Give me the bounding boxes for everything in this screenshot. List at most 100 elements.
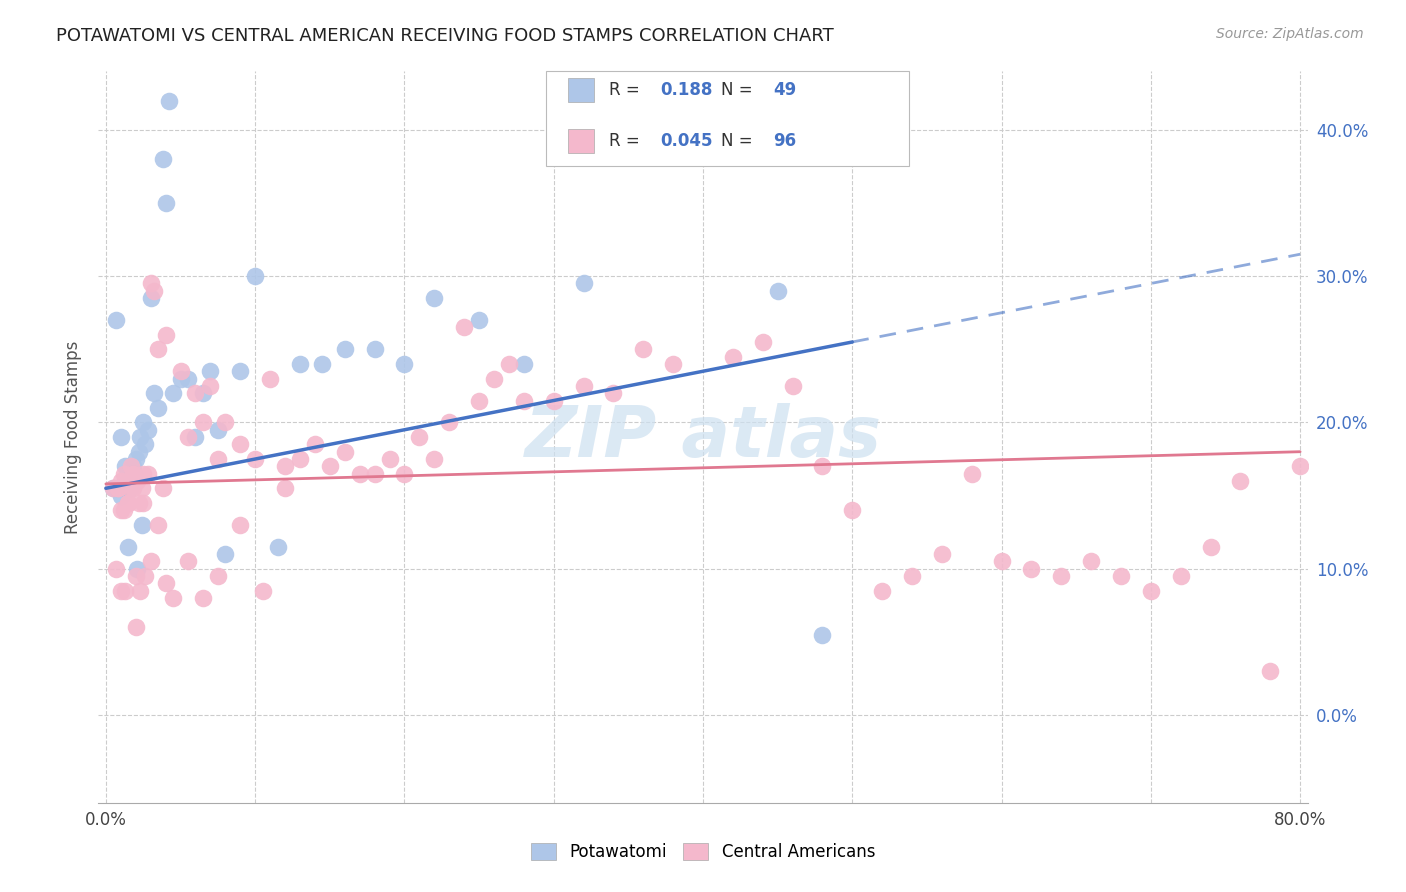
Point [134,437,156,451]
Point [408,430,430,444]
Text: N =: N = [721,81,758,99]
Point [117,496,139,510]
Point [191,416,214,430]
Point [394,467,416,481]
Point [142,284,165,298]
Point [110,474,132,488]
Point [274,481,297,495]
Point [274,459,297,474]
Point [184,386,207,401]
Point [229,437,252,451]
Point [152,152,174,166]
Point [200,364,222,378]
Point [117,474,139,488]
Point [200,379,222,393]
Point [114,459,136,474]
Point [155,576,177,591]
Point [134,569,156,583]
Point [184,430,207,444]
Point [1170,569,1192,583]
Point [468,313,491,327]
Point [128,444,150,458]
Point [1229,474,1251,488]
Point [207,423,229,437]
Legend: Potawatomi, Central Americans: Potawatomi, Central Americans [524,836,882,868]
Point [572,379,595,393]
Point [110,489,132,503]
Point [207,569,229,583]
Point [692,101,714,115]
Point [132,467,155,481]
Point [117,496,139,510]
Point [128,496,150,510]
Point [110,430,132,444]
Point [252,583,274,598]
Point [841,503,863,517]
Point [243,452,266,467]
Point [498,357,520,371]
Point [782,379,804,393]
Point [157,94,180,108]
Point [131,481,153,495]
Point [107,481,129,495]
Point [103,481,125,495]
Point [121,481,143,495]
Point [152,481,174,495]
Point [105,313,128,327]
Point [107,481,129,495]
Point [129,583,152,598]
Point [120,459,142,474]
Point [103,481,125,495]
Point [990,554,1012,568]
Point [118,481,141,495]
Point [169,364,191,378]
Point [453,320,475,334]
Point [214,416,236,430]
Point [110,503,132,517]
Point [1289,459,1312,474]
Point [125,569,148,583]
Point [177,554,200,568]
Point [543,393,565,408]
Point [118,481,141,495]
Point [243,269,266,284]
Point [333,444,356,458]
Point [513,393,536,408]
Point [127,562,149,576]
Point [162,386,184,401]
Point [132,496,155,510]
Point [132,416,155,430]
Point [155,327,177,342]
Point [155,196,177,211]
Point [146,401,169,415]
Text: POTAWATOMI VS CENTRAL AMERICAN RECEIVING FOOD STAMPS CORRELATION CHART: POTAWATOMI VS CENTRAL AMERICAN RECEIVING… [56,27,834,45]
Point [105,562,128,576]
Point [378,452,401,467]
Text: R =: R = [609,81,645,99]
Y-axis label: Receiving Food Stamps: Receiving Food Stamps [65,341,83,533]
Point [191,386,214,401]
Point [114,583,136,598]
Point [122,467,145,481]
Point [468,393,491,408]
Point [363,467,385,481]
Point [1199,540,1222,554]
Point [901,569,924,583]
Point [304,437,326,451]
Point [136,423,159,437]
Point [229,364,252,378]
Point [214,547,236,561]
Point [177,371,200,385]
Point [127,474,149,488]
Point [960,467,983,481]
Point [191,591,214,605]
Point [513,357,536,371]
Point [169,371,191,385]
Point [811,459,834,474]
Point [439,416,461,430]
Point [394,357,416,371]
Point [602,386,624,401]
Point [146,343,169,357]
Point [121,467,143,481]
Text: ZIP atlas: ZIP atlas [524,402,882,472]
